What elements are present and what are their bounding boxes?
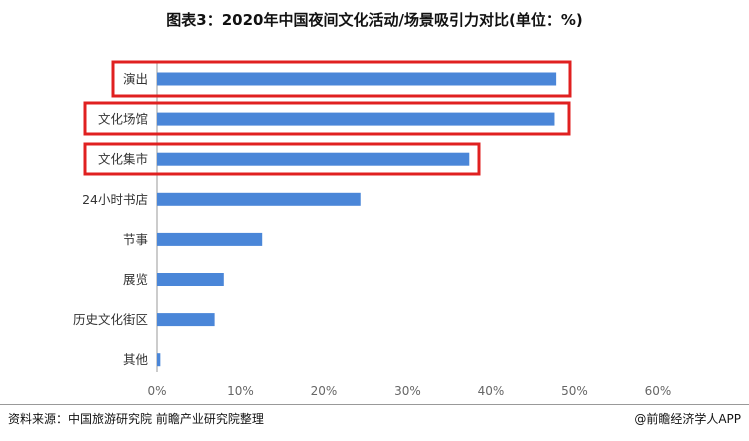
category-label-3: 24小时书店 bbox=[82, 192, 148, 207]
highlight-box-1 bbox=[83, 101, 571, 136]
category-label-2: 文化集市 bbox=[98, 152, 148, 167]
bar-3 bbox=[157, 192, 361, 206]
category-label-1: 文化场馆 bbox=[98, 112, 148, 127]
chart-title: 图表3：2020年中国夜间文化活动/场景吸引力对比(单位：%) bbox=[166, 11, 583, 29]
highlight-box-2 bbox=[83, 142, 481, 176]
category-label-5: 展览 bbox=[123, 272, 148, 287]
bar-0 bbox=[157, 72, 557, 86]
x-tick-label-4: 40% bbox=[478, 384, 505, 398]
bar-5 bbox=[157, 273, 224, 286]
brand-credit: @前瞻经济学人APP bbox=[634, 412, 741, 426]
source-note: 资料来源：中国旅游研究院 前瞻产业研究院整理 bbox=[8, 412, 264, 426]
bar-6 bbox=[157, 313, 215, 327]
highlight-box-0 bbox=[111, 60, 572, 98]
bar-4 bbox=[157, 232, 263, 246]
x-tick-label-0: 0% bbox=[147, 384, 166, 398]
x-tick-label-3: 30% bbox=[394, 384, 421, 398]
bar-1 bbox=[157, 112, 555, 126]
category-label-7: 其他 bbox=[123, 352, 149, 367]
bar-2 bbox=[157, 152, 470, 166]
footer-divider bbox=[0, 404, 749, 405]
category-label-0: 演出 bbox=[123, 72, 148, 87]
x-tick-label-5: 50% bbox=[561, 384, 588, 398]
category-label-6: 历史文化街区 bbox=[73, 312, 148, 327]
x-tick-label-6: 60% bbox=[645, 384, 672, 398]
x-tick-label-1: 10% bbox=[227, 384, 254, 398]
x-tick-label-2: 20% bbox=[311, 384, 338, 398]
bar-7 bbox=[157, 353, 161, 367]
category-label-4: 节事 bbox=[123, 232, 148, 247]
